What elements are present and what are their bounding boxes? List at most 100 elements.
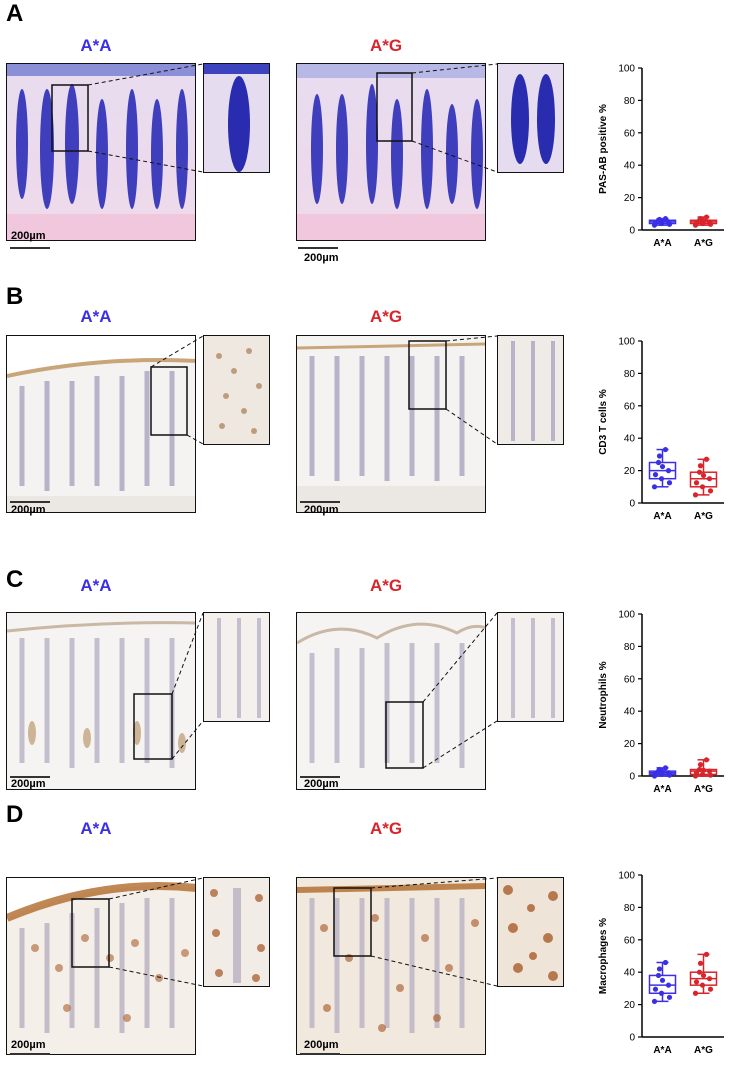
box-ag	[689, 951, 718, 996]
chart-pas-ab: 0 20 40 60 80 100 PAS-AB positive % A*A A*G	[584, 60, 747, 260]
y-tick-label: 60	[624, 128, 636, 139]
data-point	[662, 765, 669, 771]
y-tick-label: 80	[624, 642, 636, 653]
chart-macrophages: 0 20 40 60 80 100 Macrophages % A*A A*G	[584, 867, 747, 1067]
y-tick-label: 40	[624, 161, 636, 172]
data-point	[652, 986, 659, 992]
data-point	[692, 492, 699, 498]
y-tick-label: 20	[624, 1000, 636, 1011]
data-point	[706, 768, 713, 774]
scale-bar-ag	[298, 247, 338, 249]
micrograph-ag-zoom	[497, 612, 564, 722]
micrograph-aa	[6, 63, 196, 241]
data-point	[665, 982, 672, 988]
y-tick-label: 100	[618, 337, 635, 348]
data-point	[655, 459, 662, 466]
y-tick-label: 20	[624, 739, 636, 750]
x-tick-label: A*G	[694, 1045, 713, 1056]
y-tick-label: 0	[629, 226, 635, 237]
micrograph-ag-zoom	[497, 63, 564, 173]
panel-a: A A*A A*G	[0, 0, 747, 267]
y-tick-label: 0	[629, 1033, 635, 1044]
data-point	[707, 488, 714, 494]
data-point	[656, 966, 663, 972]
data-point	[658, 990, 665, 996]
data-point	[656, 766, 663, 773]
genotype-label-aa: A*A	[80, 819, 112, 838]
y-tick-label: 80	[624, 96, 636, 107]
data-point	[655, 972, 662, 979]
chart-cd3: 0 20 40 60 80 100 CD3 T cells % A*A A*G	[584, 333, 747, 533]
y-tick-label: 40	[624, 968, 636, 979]
data-point	[699, 484, 706, 490]
x-tick-label: A*A	[653, 784, 671, 795]
y-axis-label: Macrophages %	[598, 918, 609, 994]
genotype-label-aa: A*A	[80, 576, 112, 595]
micrograph-ag	[296, 63, 486, 241]
box-aa	[648, 765, 677, 779]
micrograph-aa	[6, 335, 196, 513]
scale-text-ag: 200µm	[304, 778, 339, 790]
box-aa	[648, 446, 677, 490]
x-tick-label: A*G	[694, 238, 713, 249]
y-tick-label: 40	[624, 707, 636, 718]
scale-text-ag: 200µm	[304, 252, 339, 264]
data-point	[693, 979, 700, 985]
scale-text-aa: 200µm	[11, 1039, 46, 1051]
y-tick-label: 60	[624, 935, 636, 946]
x-tick-label: A*G	[694, 511, 713, 522]
data-point	[693, 220, 700, 226]
data-point	[697, 960, 704, 966]
data-point	[697, 762, 704, 768]
data-point	[696, 969, 703, 975]
x-tick-label: A*A	[653, 238, 671, 249]
y-tick-label: 0	[629, 772, 635, 783]
data-point	[692, 990, 699, 996]
panel-label: C	[6, 566, 24, 593]
y-tick-label: 20	[624, 466, 636, 477]
scale-bar-aa	[10, 1053, 50, 1055]
micrograph-aa-zoom	[203, 877, 270, 987]
micrograph-aa-zoom	[203, 335, 270, 445]
micrograph-ag	[296, 877, 486, 1055]
scale-bar-aa	[10, 247, 50, 249]
scale-text-aa: 200µm	[11, 778, 46, 790]
box-ag	[689, 757, 718, 779]
data-point	[662, 446, 669, 453]
y-tick-label: 100	[618, 871, 635, 882]
y-tick-label: 80	[624, 903, 636, 914]
data-point	[658, 476, 665, 482]
x-tick-label: A*A	[653, 511, 671, 522]
data-point	[700, 767, 707, 773]
data-point	[651, 484, 658, 490]
data-point	[656, 216, 663, 223]
data-point	[697, 216, 704, 222]
micrograph-ag-zoom	[497, 877, 564, 987]
panel-c: C A*A A*G	[0, 566, 747, 833]
genotype-label-aa: A*A	[80, 307, 112, 326]
genotype-label-ag: A*G	[369, 36, 403, 55]
data-point	[696, 469, 703, 475]
data-point	[703, 214, 710, 220]
data-point	[662, 959, 669, 966]
data-point	[700, 972, 707, 979]
data-point	[652, 220, 659, 226]
scale-text-ag: 200µm	[304, 1039, 339, 1051]
data-point	[707, 772, 714, 778]
data-point	[699, 982, 706, 988]
y-tick-label: 0	[629, 499, 635, 510]
scale-bar-aa	[10, 776, 50, 778]
data-point	[697, 463, 704, 469]
genotype-label-ag: A*G	[369, 307, 403, 326]
scale-text-aa: 200µm	[11, 504, 46, 516]
y-tick-label: 60	[624, 674, 636, 685]
data-point	[699, 771, 706, 777]
y-tick-label: 100	[618, 64, 635, 75]
y-axis-label: PAS-AB positive %	[598, 104, 609, 194]
genotype-label-ag: A*G	[369, 576, 403, 595]
micrograph-aa-zoom	[203, 612, 270, 722]
data-point	[665, 468, 672, 474]
data-point	[666, 994, 673, 1000]
y-tick-label: 20	[624, 193, 636, 204]
scale-text-aa: 200µm	[11, 230, 46, 242]
